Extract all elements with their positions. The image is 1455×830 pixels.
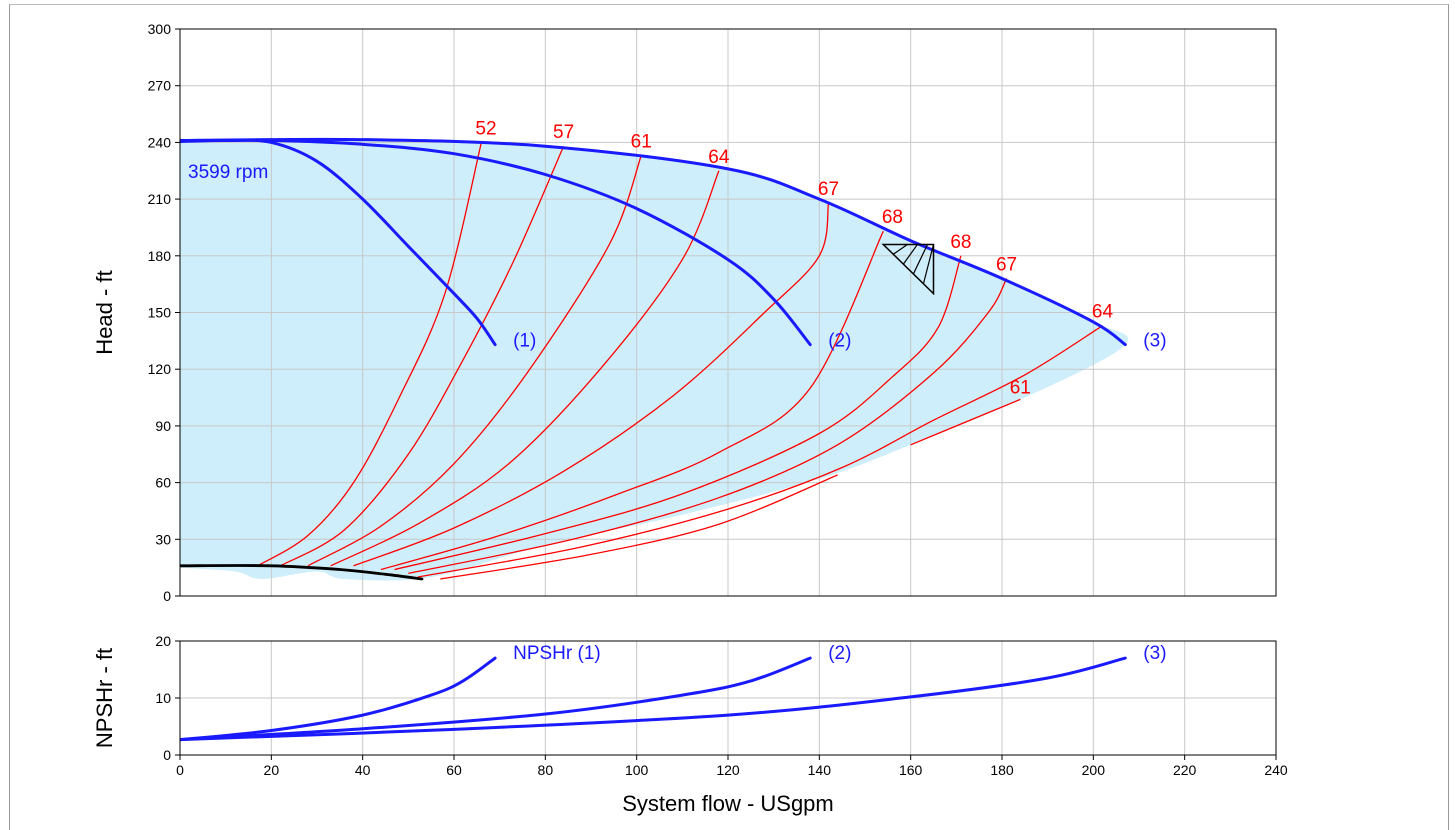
- efficiency-label: 57: [553, 122, 574, 143]
- bep-triangle: [881, 243, 935, 296]
- efficiency-curve: [380, 230, 884, 571]
- x-tick-label: 220: [1173, 762, 1197, 778]
- operating-region: [180, 139, 1129, 581]
- npsh-curve-label: (3): [1143, 643, 1166, 664]
- x-tick-label: 100: [625, 762, 649, 778]
- x-tick-label: 140: [808, 762, 832, 778]
- x-tick-label: 160: [899, 762, 923, 778]
- x-tick-label: 80: [538, 762, 554, 778]
- head-y-tick-label: 150: [148, 305, 172, 321]
- efficiency-curve: [910, 398, 1021, 446]
- efficiency-label: 67: [996, 254, 1017, 275]
- head-y-tick-label: 120: [148, 361, 172, 377]
- head-y-tick-label: 60: [155, 475, 171, 491]
- speed-label: 3599 rpm: [188, 162, 268, 183]
- x-axis-title: System flow - USgpm: [622, 791, 834, 816]
- head-panel: (1) (2) (3) 52 57 61 64 67 68 68 67 64 61 3599 rpm 0 30…: [92, 21, 1277, 604]
- bep-hatch: [912, 244, 929, 275]
- efficiency-curve: [307, 155, 642, 567]
- min-flow-curve: [180, 564, 424, 581]
- head-y-tick-label: 180: [148, 248, 172, 264]
- efficiency-label: 52: [475, 118, 496, 139]
- head-curve-label: (3): [1143, 331, 1166, 352]
- efficiency-curve: [394, 255, 962, 571]
- npsh-curve: [180, 656, 497, 742]
- chart-frame: [9, 4, 1449, 830]
- x-tick-label: 20: [264, 762, 280, 778]
- npsh-y-tick-label: 10: [155, 690, 171, 706]
- efficiency-label: 61: [631, 132, 652, 153]
- npsh-curve-label: (2): [828, 643, 851, 664]
- head-y-tick-label: 30: [155, 531, 171, 547]
- head-curve-label: (2): [828, 331, 851, 352]
- x-tick-label: 40: [355, 762, 371, 778]
- bep-hatch: [902, 244, 918, 265]
- head-y-tick-label: 300: [148, 21, 172, 37]
- head-y-tick-label: 90: [155, 418, 171, 434]
- head-y-tick-label: 270: [148, 78, 172, 94]
- head-y-tick-label: 0: [163, 588, 171, 604]
- efficiency-label: 61: [1010, 377, 1031, 398]
- head-curve-label: (1): [513, 331, 536, 352]
- npsh-y-tick-label: 20: [155, 633, 171, 649]
- x-tick-label: 0: [176, 762, 184, 778]
- npsh-curve: [180, 656, 1127, 742]
- head-y-axis-title: Head - ft: [92, 270, 117, 354]
- head-curve: [180, 138, 812, 347]
- efficiency-label: 68: [950, 232, 971, 253]
- x-tick-label: 180: [990, 762, 1014, 778]
- x-tick-label: 120: [716, 762, 740, 778]
- efficiency-label: 68: [882, 207, 903, 228]
- npsh-curve-label: NPSHr (1): [513, 643, 601, 664]
- x-tick-label: 60: [446, 762, 462, 778]
- npsh-y-tick-label: 0: [163, 747, 171, 763]
- bep-marker: [881, 243, 935, 296]
- head-y-tick-label: 240: [148, 134, 172, 150]
- efficiency-curve: [330, 170, 720, 567]
- efficiency-curve: [353, 202, 830, 567]
- x-tick-label: 240: [1264, 762, 1288, 778]
- efficiency-label: 64: [708, 147, 730, 168]
- efficiency-curve: [408, 278, 1008, 574]
- npsh-y-axis-title: NPSHr - ft: [92, 648, 117, 748]
- efficiency-label: 67: [818, 179, 839, 200]
- efficiency-curve: [417, 325, 1103, 578]
- efficiency-label: 64: [1092, 302, 1114, 323]
- bep-hatch: [892, 243, 908, 255]
- x-tick-label: 200: [1082, 762, 1106, 778]
- bep-hatch: [922, 244, 935, 284]
- efficiency-curve: [280, 145, 565, 567]
- efficiency-curve: [440, 474, 838, 580]
- head-curve: [180, 137, 1127, 347]
- npsh-curve: [180, 656, 812, 742]
- efficiency-curve: [257, 142, 483, 567]
- head-y-tick-label: 210: [148, 191, 172, 207]
